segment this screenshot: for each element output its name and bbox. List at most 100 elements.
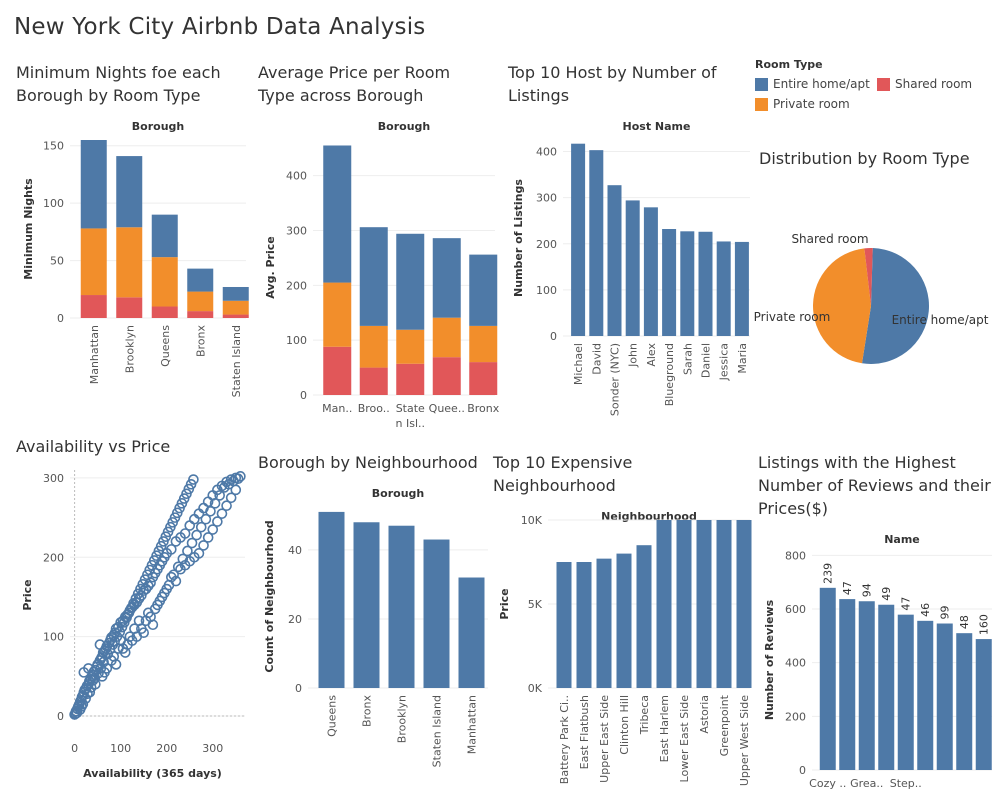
scatter-point	[166, 544, 177, 555]
top_reviews-bar	[858, 601, 875, 770]
scatter-point	[188, 474, 199, 485]
legend-label-entire: Entire home/apt	[773, 77, 870, 91]
top_hosts-header: Host Name	[623, 120, 691, 133]
expensive_nbhd-bar	[656, 520, 672, 688]
min_nights-bar-private-room	[151, 257, 178, 307]
scatter-point	[214, 490, 225, 501]
scatter-xtick-label: 100	[110, 742, 131, 755]
scatter-ytick-label: 200	[43, 551, 64, 564]
top_reviews-category-label: Step..	[890, 777, 922, 790]
avg_price-category-label: Man..	[322, 402, 352, 415]
borough_nbhd-category-label: Staten Island	[431, 695, 444, 767]
min_nights-bar-private-room	[222, 300, 249, 315]
borough_nbhd-category-label: Manhattan	[466, 695, 479, 754]
avg_price-bar-shared-room	[469, 362, 498, 395]
scatter-point	[163, 579, 175, 591]
top_hosts-category-label: Daniel	[700, 343, 713, 378]
avg_price-bar-entire-home-apt	[359, 227, 388, 326]
scatter-point	[182, 545, 193, 557]
pie-slice-shared-room	[864, 248, 873, 306]
top_reviews-ytick-label: 600	[785, 603, 806, 616]
top_hosts-bar	[716, 241, 731, 336]
borough_nbhd-ylabel: Count of Neighbourhood	[263, 520, 276, 672]
expensive_nbhd-category-label: Lower East Side	[678, 695, 691, 783]
min_nights-bar-entire-home-apt	[116, 156, 143, 228]
expensive_nbhd-bar	[676, 520, 692, 688]
min_nights-bar-private-room	[80, 228, 107, 296]
legend-item-entire[interactable]: Entire home/apt	[755, 74, 877, 94]
top_hosts-bar	[643, 207, 658, 336]
top_reviews-data-label: 47	[841, 581, 854, 595]
scatter-xtick-label: 200	[156, 742, 177, 755]
scatter-point	[83, 663, 94, 674]
avg_price-bar-shared-room	[432, 357, 461, 395]
pie-slice-entire-home-apt	[862, 248, 929, 364]
scatter-point	[202, 532, 214, 543]
top_hosts-category-label: Jessica	[718, 343, 731, 381]
scatter-ytick-label: 300	[43, 472, 64, 485]
top_reviews-data-label: 46	[919, 603, 932, 617]
expensive_nbhd-ytick-label: 10K	[521, 514, 543, 527]
scatter-point	[172, 561, 184, 573]
top_hosts-category-label: David	[590, 343, 603, 375]
page-title: New York City Airbnb Data Analysis	[14, 14, 426, 40]
avg_price-ytick-label: 400	[286, 170, 307, 183]
expensive_nbhd-category-label: Greenpoint	[718, 694, 731, 756]
scatter-point	[207, 524, 219, 535]
avg_price-bar-shared-room	[359, 367, 388, 395]
avg_price-bar-private-room	[396, 329, 425, 364]
scatter-point	[212, 516, 223, 527]
top_reviews-category-label: Cozy ..	[809, 777, 846, 790]
top_hosts-category-label: Sarah	[681, 343, 694, 375]
expensive_nbhd-bar	[716, 520, 732, 688]
top_reviews-data-label: 99	[939, 606, 952, 620]
avg_price-category-label: n Isl..	[396, 417, 426, 430]
expensive_nbhd-bar	[636, 545, 652, 688]
scatter-point	[195, 521, 207, 533]
top_reviews-bar	[956, 633, 973, 770]
top_reviews-data-label: 239	[822, 563, 835, 584]
scatter-point	[159, 587, 170, 599]
avg_price-bar-entire-home-apt	[432, 238, 461, 318]
min_nights-header: Borough	[132, 120, 184, 133]
avg_price-ytick-label: 100	[286, 334, 307, 347]
legend-item-shared[interactable]: Shared room	[877, 74, 992, 94]
scatter-point	[193, 548, 205, 559]
legend-label-shared: Shared room	[895, 77, 973, 91]
top_reviews-bar	[975, 639, 992, 770]
min_nights-ytick-label: 150	[43, 140, 64, 153]
expensive_nbhd-category-label: Astoria	[698, 695, 711, 734]
expensive_nbhd-ylabel: Price	[498, 588, 511, 619]
legend-swatch-private	[755, 97, 768, 111]
top_hosts-bar	[607, 185, 622, 336]
borough_nbhd-bar	[388, 525, 415, 688]
top_reviews-data-label: 48	[958, 615, 971, 629]
panel-title-avail-price: Availability vs Price	[16, 437, 171, 456]
scatter-point	[198, 540, 209, 551]
top_reviews-data-label: 94	[861, 583, 874, 597]
borough_nbhd-ytick-label: 20	[288, 613, 302, 626]
min_nights-category-label: Manhattan	[88, 325, 101, 384]
scatter-point	[179, 528, 191, 539]
top_hosts-bar	[680, 231, 695, 336]
scatter-point	[98, 656, 109, 668]
room-type-legend: Room Type Entire home/apt Shared room Pr…	[755, 58, 995, 114]
legend-item-private[interactable]: Private room	[755, 94, 877, 114]
min_nights-ytick-label: 100	[43, 197, 64, 210]
top_reviews-bar	[936, 623, 953, 770]
scatter-point	[209, 498, 221, 509]
min_nights-bar-shared-room	[80, 295, 107, 318]
top_reviews-ylabel: Number of Reviews	[763, 599, 776, 720]
borough_nbhd-category-label: Brooklyn	[396, 695, 409, 743]
min_nights-bar-entire-home-apt	[80, 140, 107, 229]
avg_price-ytick-label: 0	[300, 389, 307, 402]
scatter-point	[110, 659, 122, 670]
min_nights-ytick-label: 0	[57, 312, 64, 325]
top_reviews-bar	[819, 587, 836, 770]
min_nights-category-label: Queens	[159, 325, 172, 367]
scatter-xtick-label: 300	[202, 742, 223, 755]
borough_nbhd-bar	[353, 522, 380, 688]
borough_nbhd-category-label: Queens	[326, 695, 339, 737]
scatter-point	[84, 686, 96, 698]
